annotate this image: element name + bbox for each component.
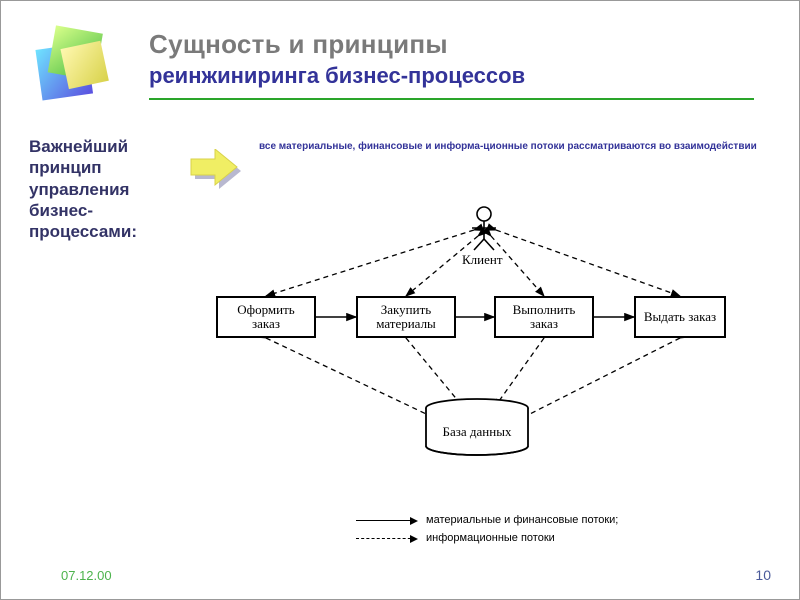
legend-solid-label: материальные и финансовые потоки; [426, 514, 618, 526]
client-label: Клиент [462, 252, 503, 268]
principle-description: все материальные, финансовые и информа-ц… [259, 141, 759, 153]
decorative-cube-icon [26, 19, 111, 104]
legend: материальные и финансовые потоки; информ… [356, 511, 618, 547]
principle-text: Важнейший принцип управления бизнес-проц… [29, 136, 179, 242]
process-node: Оформить заказ [216, 296, 316, 338]
legend-dashed-line [356, 538, 416, 539]
legend-solid-line [356, 520, 416, 521]
client-icon [472, 207, 496, 250]
title-sub: реинжиниринга бизнес-процессов [149, 63, 525, 89]
database-label: База данных [426, 425, 528, 439]
process-node: Выполнить заказ [494, 296, 594, 338]
slide: Сущность и принципы реинжиниринга бизнес… [0, 0, 800, 600]
process-diagram: Клиент Оформить заказ Закупить материалы В… [216, 206, 756, 486]
footer-page-number: 10 [755, 567, 771, 583]
database-node: База данных [426, 406, 528, 456]
title-underline [149, 98, 754, 100]
big-arrow-icon [189, 149, 245, 189]
process-node: Выдать заказ [634, 296, 726, 338]
footer-date: 07.12.00 [61, 568, 112, 583]
title-main: Сущность и принципы [149, 29, 448, 60]
process-node: Закупить материалы [356, 296, 456, 338]
legend-dashed-label: информационные потоки [426, 532, 555, 544]
